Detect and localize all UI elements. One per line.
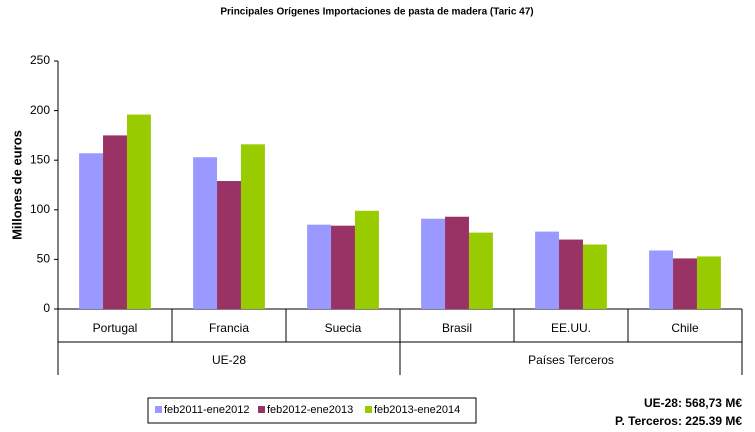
bar <box>468 232 493 309</box>
bar <box>193 157 218 309</box>
bar <box>103 135 127 309</box>
y-tick-label: 200 <box>30 103 50 117</box>
bar <box>421 218 446 309</box>
legend-swatch <box>155 406 162 413</box>
legend <box>147 397 477 424</box>
legend-swatch <box>258 406 265 413</box>
y-tick-label: 100 <box>30 202 50 216</box>
bar <box>331 225 355 309</box>
x-tick-label: Francia <box>209 321 249 335</box>
y-tick-label: 50 <box>37 252 51 266</box>
bar <box>240 144 265 309</box>
bar <box>696 256 721 309</box>
bar <box>535 231 560 309</box>
x-tick-label: EE.UU. <box>551 321 591 335</box>
group-label: Países Terceros <box>528 353 614 367</box>
x-tick-label: Suecia <box>325 321 362 335</box>
y-tick-label: 250 <box>30 53 50 67</box>
annotation: P. Terceros: 225.39 M€ <box>615 414 742 428</box>
legend-label: feb2011-ene2012 <box>164 404 249 416</box>
annotation: UE-28: 568,73 M€ <box>644 396 742 410</box>
bar <box>445 216 469 309</box>
bar <box>217 181 241 309</box>
bar <box>582 244 607 309</box>
legend-label: feb2012-ene2013 <box>267 404 353 416</box>
x-tick-label: Chile <box>671 321 699 335</box>
y-axis-label: Millones de euros <box>9 130 24 240</box>
bar <box>673 258 697 309</box>
bar <box>307 224 332 309</box>
y-tick-label: 0 <box>43 301 50 315</box>
bar <box>354 210 379 309</box>
bar <box>559 239 583 309</box>
bar <box>649 250 674 309</box>
x-tick-label: Brasil <box>442 321 472 335</box>
bar <box>126 114 151 310</box>
x-tick-label: Portugal <box>93 321 138 335</box>
y-tick-label: 150 <box>30 152 50 166</box>
legend-swatch <box>365 406 372 413</box>
group-label: UE-28 <box>212 353 246 367</box>
chart-title: Principales Orígenes Importaciones de pa… <box>220 7 533 18</box>
legend-label: feb2013-ene2014 <box>374 404 460 416</box>
bar <box>79 153 104 309</box>
